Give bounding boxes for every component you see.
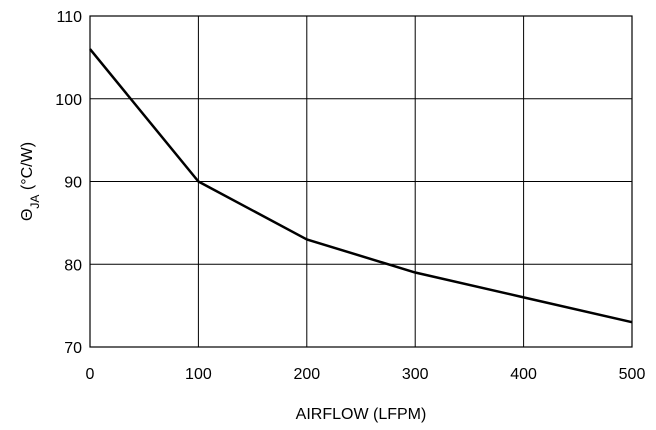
grid-lines xyxy=(89,15,633,348)
y-tick-label: 110 xyxy=(56,9,82,26)
x-tick-label: 100 xyxy=(185,366,212,383)
x-tick-labels: 0 100 200 300 400 500 xyxy=(86,366,646,383)
y-tick-label: 90 xyxy=(64,175,82,192)
y-axis-subscript: JA xyxy=(28,195,42,209)
y-axis-label: ΘJA (°C/W) xyxy=(19,142,42,221)
x-tick-label: 500 xyxy=(619,366,646,383)
y-tick-label: 70 xyxy=(64,340,82,357)
x-tick-label: 0 xyxy=(86,366,95,383)
y-tick-label: 80 xyxy=(64,257,82,274)
y-tick-labels: 70 80 90 100 110 xyxy=(55,9,82,357)
y-axis-unit: (°C/W) xyxy=(19,142,36,195)
y-axis-symbol: Θ xyxy=(19,209,36,221)
series-line xyxy=(89,48,633,324)
x-tick-label: 300 xyxy=(402,366,429,383)
series-group xyxy=(89,48,633,324)
plot-frame xyxy=(89,15,633,348)
x-axis-label: AIRFLOW (LFPM) xyxy=(296,406,427,423)
y-tick-label: 100 xyxy=(55,92,82,109)
x-tick-label: 400 xyxy=(510,366,537,383)
x-tick-label: 200 xyxy=(293,366,320,383)
